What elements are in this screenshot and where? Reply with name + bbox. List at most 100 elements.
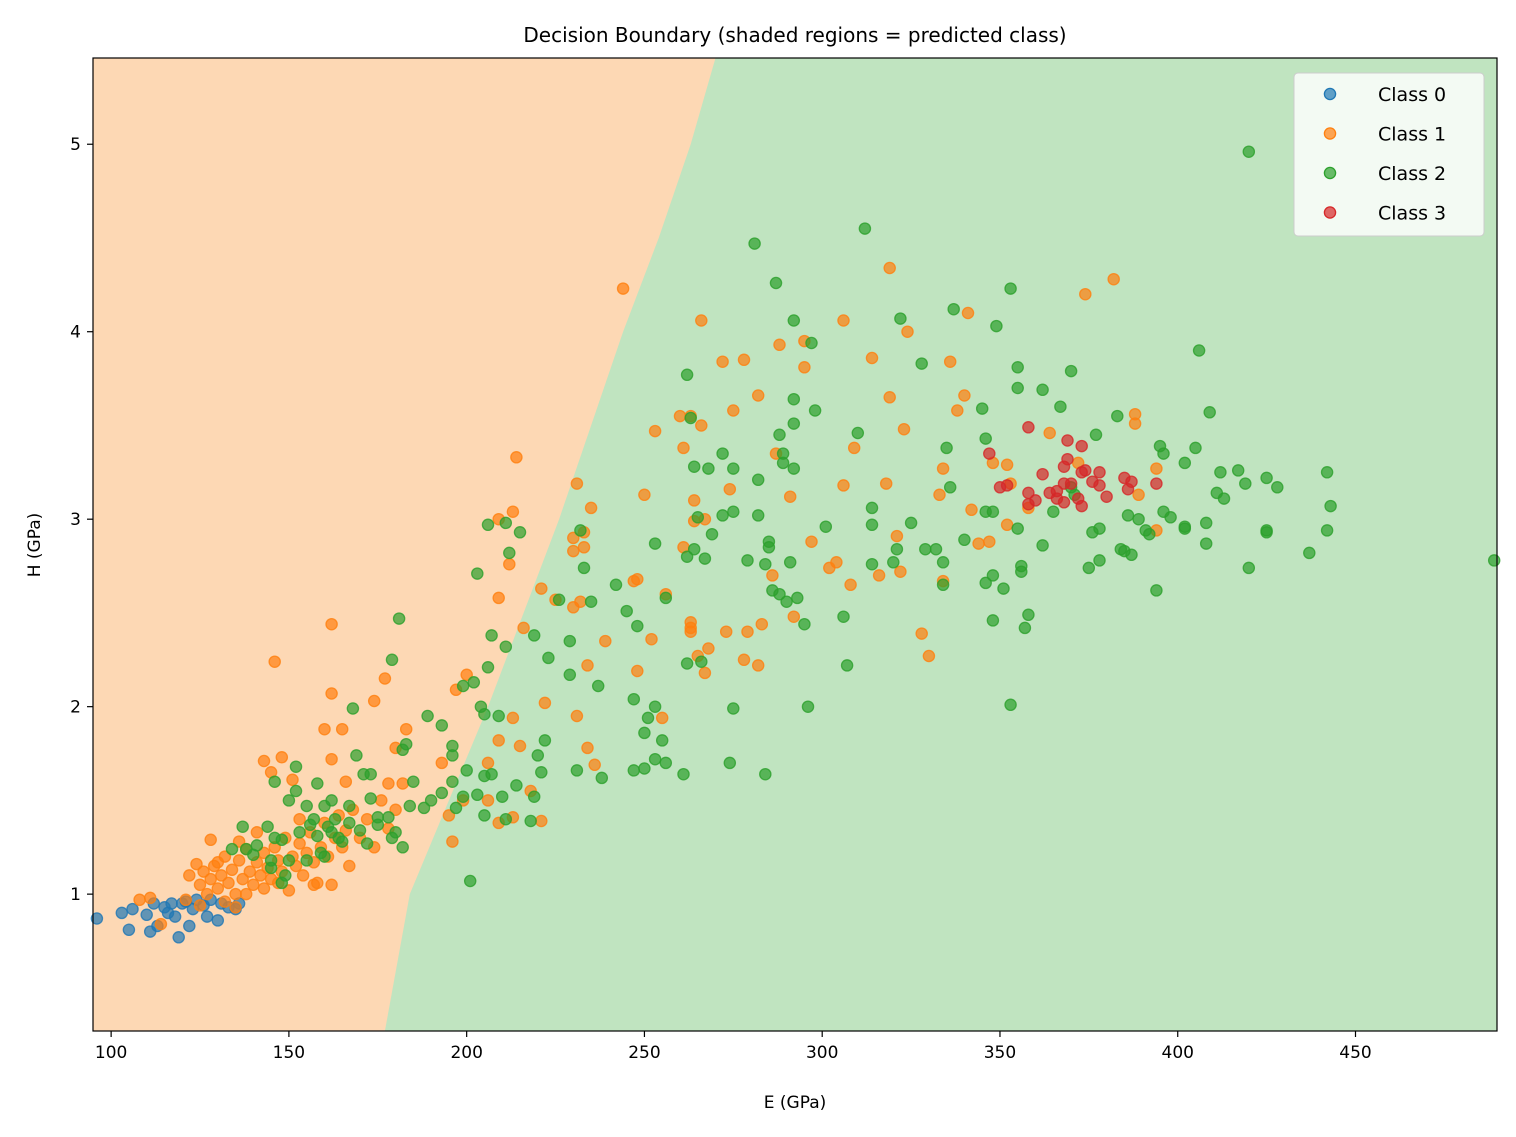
data-point — [570, 477, 584, 490]
data-point — [638, 726, 651, 740]
data-point — [655, 711, 669, 725]
x-tick-label: 100 — [95, 1043, 127, 1063]
data-point — [1260, 524, 1273, 537]
data-point — [229, 887, 242, 901]
legend-marker — [1323, 87, 1337, 101]
data-point — [495, 790, 509, 803]
data-point — [805, 336, 818, 350]
data-point — [247, 878, 260, 892]
data-point — [915, 357, 928, 370]
data-point — [499, 812, 513, 826]
data-point — [677, 767, 690, 781]
data-point — [289, 784, 303, 798]
data-point — [1199, 516, 1213, 530]
data-point — [1121, 509, 1135, 522]
data-point — [922, 649, 936, 663]
data-point — [798, 361, 811, 374]
data-point — [574, 524, 587, 537]
data-point — [293, 826, 306, 839]
data-point — [296, 869, 310, 882]
data-point — [588, 758, 601, 772]
data-point — [268, 831, 281, 845]
data-point — [200, 910, 214, 923]
data-point — [350, 749, 363, 762]
data-point — [446, 835, 459, 848]
data-point — [542, 651, 555, 665]
data-point — [1192, 344, 1206, 357]
data-point — [695, 314, 708, 327]
data-point — [748, 237, 761, 250]
region-class-1 — [93, 58, 716, 1031]
data-point — [759, 767, 772, 781]
data-point — [417, 801, 431, 815]
data-point — [961, 306, 975, 320]
data-point — [595, 771, 609, 785]
data-point — [936, 462, 950, 475]
data-point — [716, 355, 729, 368]
data-point — [1018, 621, 1032, 635]
data-point — [346, 702, 360, 715]
data-point — [751, 473, 765, 487]
data-point — [303, 818, 317, 832]
data-point — [563, 634, 577, 648]
chart-title: Decision Boundary (shaded regions = pred… — [523, 23, 1066, 47]
data-point — [527, 790, 541, 803]
data-point — [535, 766, 548, 779]
data-point — [567, 531, 580, 545]
data-point — [883, 261, 896, 275]
data-point — [275, 876, 289, 890]
data-point — [986, 505, 1000, 518]
data-point — [524, 814, 537, 828]
data-point — [727, 404, 740, 417]
data-point — [655, 734, 669, 747]
data-point — [506, 505, 520, 518]
data-point — [407, 775, 420, 788]
legend-marker — [1323, 166, 1337, 180]
data-point — [872, 569, 886, 582]
data-point — [563, 668, 577, 682]
data-point — [1239, 477, 1252, 490]
data-point — [755, 617, 769, 631]
data-point — [204, 833, 217, 847]
data-point — [741, 625, 754, 638]
data-point — [325, 617, 338, 631]
data-point — [1132, 512, 1145, 526]
data-point — [951, 404, 964, 417]
data-point — [239, 842, 253, 856]
data-point — [1093, 554, 1106, 567]
data-point — [1082, 561, 1096, 575]
data-point — [979, 576, 992, 590]
data-point — [819, 520, 833, 533]
data-point — [1150, 477, 1163, 490]
data-point — [282, 884, 296, 897]
data-point — [958, 533, 971, 547]
data-point — [673, 409, 687, 423]
data-point — [943, 355, 957, 368]
data-point — [1121, 482, 1135, 496]
x-axis: 100 150 200 250 300 350 400 450 — [95, 1031, 1372, 1063]
data-point — [232, 835, 246, 848]
data-point — [1050, 492, 1064, 505]
data-point — [723, 482, 737, 496]
data-point — [702, 642, 715, 655]
data-point — [268, 775, 281, 788]
legend-marker — [1323, 206, 1337, 219]
x-tick-label: 150 — [273, 1043, 305, 1063]
data-point — [311, 829, 324, 843]
data-point — [389, 803, 402, 817]
data-point — [641, 711, 655, 725]
data-point — [929, 542, 943, 556]
data-point — [1214, 466, 1227, 479]
data-point — [577, 541, 591, 554]
data-point — [1075, 439, 1088, 453]
data-point — [485, 767, 498, 781]
data-point — [687, 460, 701, 473]
data-point — [1004, 282, 1017, 295]
data-point — [485, 629, 498, 642]
data-point — [463, 874, 477, 888]
data-point — [1022, 608, 1035, 622]
data-point — [840, 659, 854, 672]
data-point — [456, 679, 470, 693]
data-point — [1079, 287, 1092, 301]
data-point — [492, 734, 505, 747]
